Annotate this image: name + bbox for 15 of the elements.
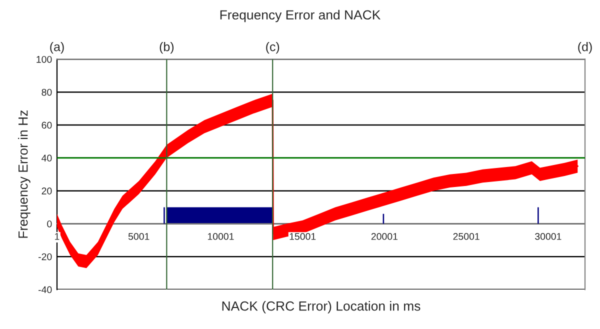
text: (d) (578, 42, 592, 54)
ref-line-label: (b) (160, 42, 174, 54)
y-tick-label: -20 (38, 253, 52, 260)
text: (a) (50, 42, 64, 54)
y-tick-label: 20 (42, 188, 52, 194)
x-axis-title: NACK (CRC Error) Location in ms (222, 301, 420, 314)
ref-line-label: (c) (266, 42, 280, 54)
y-axis-title: Frequency Error in Hz (18, 110, 30, 238)
y-tick-label: -40 (38, 286, 52, 294)
y-tick-label: 100 (36, 56, 52, 63)
y-tick-label: 40 (42, 154, 52, 162)
y-tick-label: 0 (47, 220, 52, 228)
y-tick-label: 80 (42, 88, 52, 96)
chart-title: Frequency Error and NACK (220, 10, 381, 22)
y-tick-label: 60 (42, 122, 52, 129)
